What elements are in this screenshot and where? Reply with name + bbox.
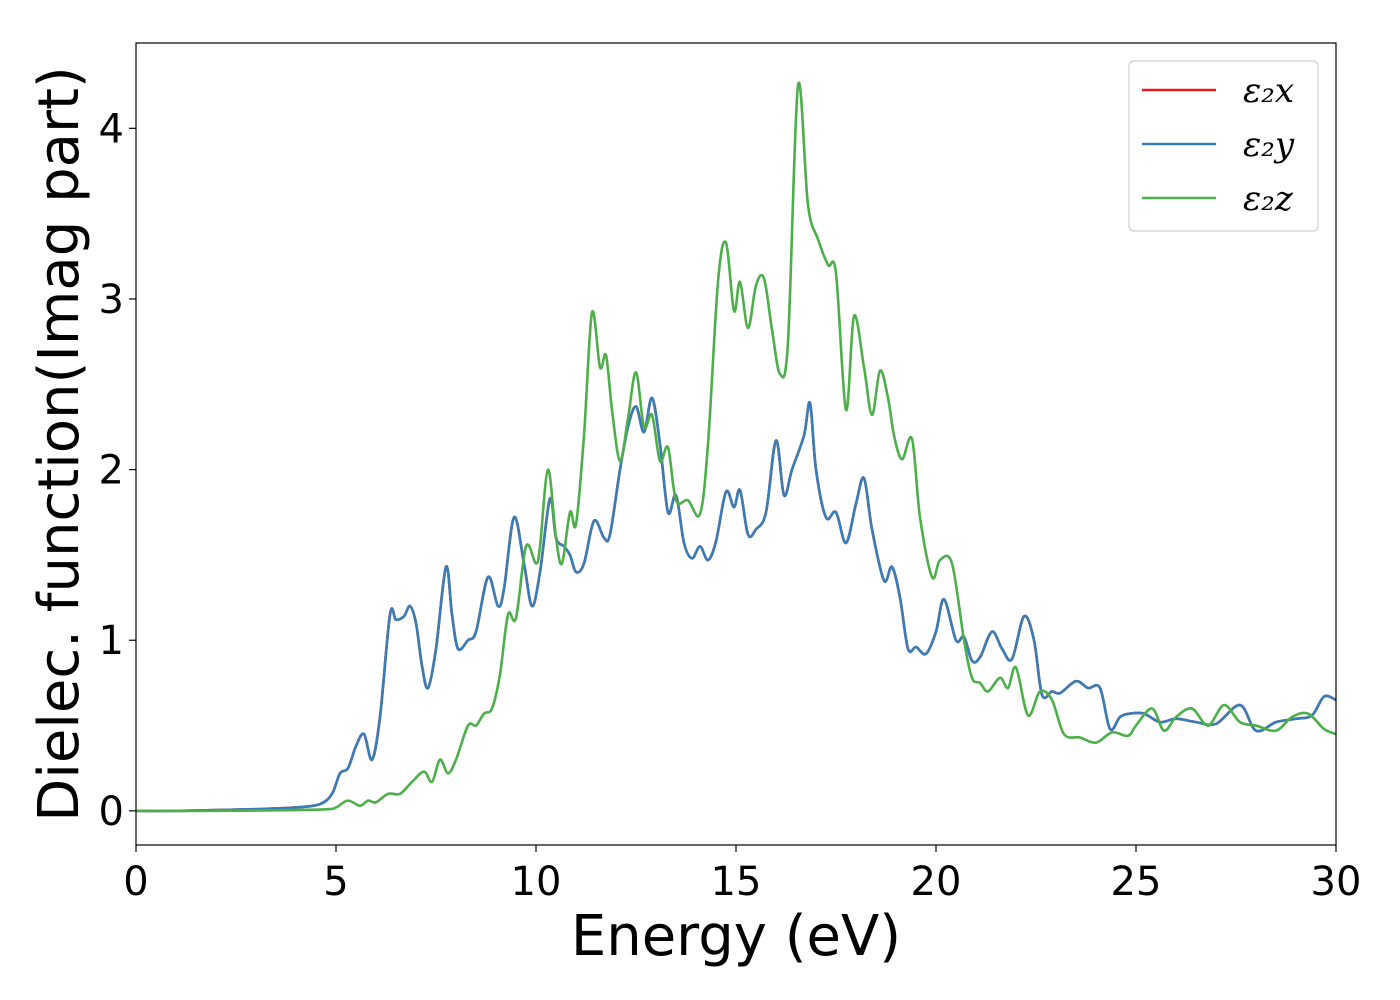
- x-tick-label: 30: [1311, 859, 1362, 905]
- x-tick-label: 20: [911, 859, 962, 905]
- x-tick-label: 10: [511, 859, 562, 905]
- x-tick-label: 25: [1111, 859, 1162, 905]
- x-axis-title: Energy (eV): [571, 904, 901, 969]
- series-layer: [136, 81, 1336, 813]
- x-tick-label: 15: [711, 859, 762, 905]
- x-tick-label: 5: [323, 859, 348, 905]
- y-tick-label: 4: [99, 106, 124, 152]
- legend-box: [1128, 60, 1319, 232]
- series-line-2: [136, 396, 1336, 813]
- x-axis-ticks: 0 5 10 15 20 25 30: [123, 845, 1361, 905]
- series-line-3: [136, 81, 1336, 813]
- legend-label: ε₂z: [1243, 179, 1294, 219]
- legend-items: ε₂x ε₂y ε₂z: [1142, 71, 1295, 219]
- legend-label: ε₂y: [1243, 125, 1295, 165]
- y-tick-label: 2: [99, 448, 124, 494]
- y-tick-label: 1: [99, 618, 124, 664]
- legend-label: ε₂x: [1243, 71, 1294, 111]
- y-axis-title: Dielec. function(Imag part): [27, 66, 92, 822]
- legend: ε₂x ε₂y ε₂z: [1128, 60, 1319, 232]
- y-tick-label: 3: [99, 277, 124, 323]
- series-line-1: [136, 396, 1336, 813]
- y-tick-label: 0: [99, 789, 124, 835]
- y-axis-ticks: 0 1 2 3 4: [99, 106, 136, 835]
- x-tick-label: 0: [123, 859, 148, 905]
